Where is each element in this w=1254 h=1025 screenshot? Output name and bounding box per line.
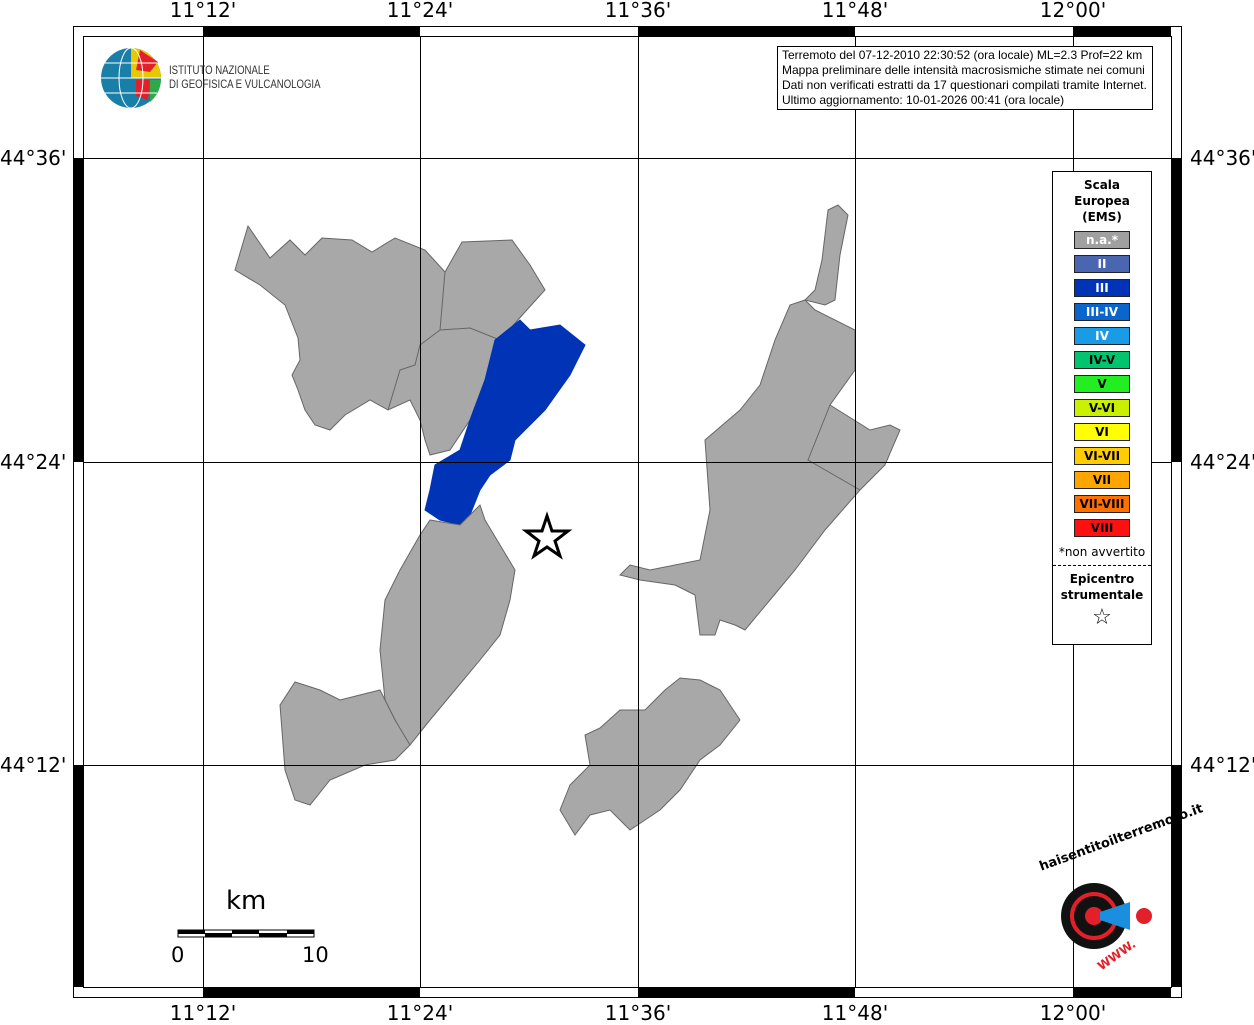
legend-swatch-iv: IV [1074,327,1130,345]
lat-label: 44°36' [0,146,67,170]
legend-title: Scala Europea (EMS) [1074,178,1130,224]
legend-note: *non avvertito [1058,545,1146,559]
legend-swatch-n-a-: n.a.* [1074,231,1130,249]
municipality-na [279,681,411,806]
legend-swatch-iv-v: IV-V [1074,351,1130,369]
lat-label: 44°36' [1190,146,1254,170]
info-line: Ultimo aggiornamento: 10-01-2026 00:41 (… [782,93,1065,107]
event-info-box: Terremoto del 07-12-2010 22:30:52 (ora l… [777,46,1153,110]
lon-label: 11°24' [386,0,454,22]
legend-swatch-vii-viii: VII-VIII [1074,495,1130,513]
lon-label: 11°36' [604,0,672,22]
legend-swatch-iii: III [1074,279,1130,297]
info-line: Mappa preliminare delle intensità macros… [782,63,1145,77]
frame-border [74,27,1181,997]
lon-label: 11°12' [169,0,237,22]
municipality-na [559,677,741,836]
legend-swatch-viii: VIII [1074,519,1130,537]
scale-unit: km [226,886,267,916]
epicenter-star-icon [521,511,573,560]
legend-swatch-vii: VII [1074,471,1130,489]
lon-label: 11°24' [386,1001,454,1025]
legend-swatch-v-vi: V-VI [1074,399,1130,417]
lon-label: 11°36' [604,1001,672,1025]
ingv-logo-text: ISTITUTO NAZIONALE DI GEOFISICA E VULCAN… [169,63,321,91]
municipalities [234,204,901,836]
lon-label: 12°00' [1039,1001,1107,1025]
star-icon: ☆ [1092,605,1112,630]
municipality-na [619,299,901,636]
lon-label: 11°12' [169,1001,237,1025]
lon-label: 11°48' [821,0,889,22]
lon-label: 12°00' [1039,0,1107,22]
legend-swatch-ii: II [1074,255,1130,273]
info-line: Terremoto del 07-12-2010 22:30:52 (ora l… [782,48,1143,62]
haisentito-logo-icon [1061,883,1152,949]
legend-swatch-vi: VI [1074,423,1130,441]
municipality-na [804,204,849,306]
lat-label: 44°24' [0,450,67,474]
legend-items: n.a.* II III III-IV IV IV-V V V-VI VI VI-VII VII VI… [1053,231,1151,537]
legend-swatch-iii-iv: III-IV [1074,303,1130,321]
municipality-III [424,319,586,526]
lat-label: 44°12' [0,753,67,777]
epicenter-legend-title: Epicentro strumentale [1060,572,1144,602]
lat-label: 44°24' [1190,450,1254,474]
municipality-na [379,504,516,746]
scale-min: 0 [171,943,185,967]
lat-label: 44°12' [1190,753,1254,777]
scale-max: 10 [302,943,329,967]
graticule [83,36,1172,988]
legend: Scala Europea (EMS) n.a.* II III III-IV IV IV… [1052,171,1152,645]
scale-bar [177,929,315,938]
lon-label: 11°48' [821,1001,889,1025]
ingv-globe-icon [101,47,161,109]
info-line: Dati non verificati estratti da 17 quest… [782,78,1147,92]
legend-swatch-v: V [1074,375,1130,393]
legend-swatch-vi-vii: VI-VII [1074,447,1130,465]
